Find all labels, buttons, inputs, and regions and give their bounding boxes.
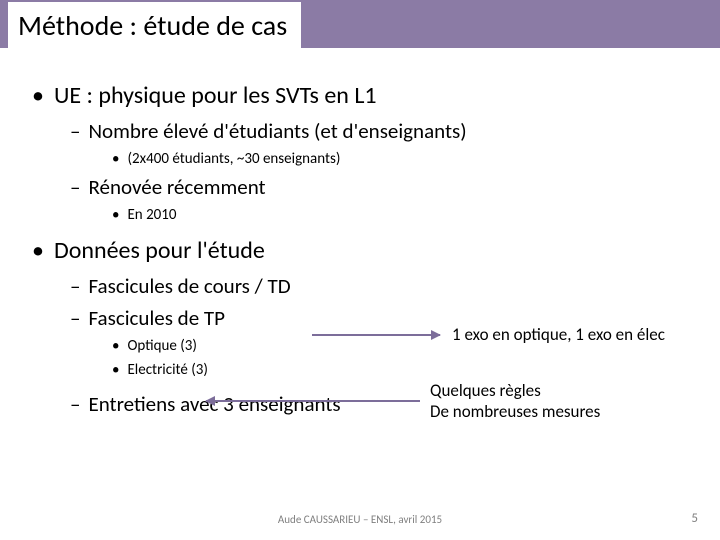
bullet-fasc-td-text: Fascicules de cours / TD xyxy=(88,273,290,299)
side-regles-line2: De nombreuses mesures xyxy=(430,401,600,422)
bullet-fasc-td: –Fascicules de cours / TD xyxy=(20,273,700,299)
bullet-renovated-detail-text: En 2010 xyxy=(127,206,176,224)
bullet-electricite: •Electricité (3) xyxy=(20,361,700,379)
bullet-students-detail-text: (2x400 étudiants, ~30 enseignants) xyxy=(127,150,340,168)
side-regles: Quelques règles De nombreuses mesures xyxy=(430,380,600,423)
bullet-data: •Données pour l'étude xyxy=(20,236,700,265)
bullet-ue-text: UE : physique pour les SVTs en L1 xyxy=(54,81,377,110)
arrow-to-exo xyxy=(312,334,440,336)
bullet-electricite-text: Electricité (3) xyxy=(127,361,207,379)
slide-footer: Aude CAUSSARIEU – ENSL, avril 2015 xyxy=(0,513,720,526)
title-bar: Méthode : étude de cas xyxy=(0,0,720,49)
bullet-students-detail: •(2x400 étudiants, ~30 enseignants) xyxy=(20,150,700,168)
slide-title: Méthode : étude de cas xyxy=(8,2,301,49)
arrow-to-regles xyxy=(206,400,420,402)
bullet-students: –Nombre élevé d'étudiants (et d'enseigna… xyxy=(20,118,700,144)
bullet-students-text: Nombre élevé d'étudiants (et d'enseignan… xyxy=(88,118,466,144)
slide-content: •UE : physique pour les SVTs en L1 –Nomb… xyxy=(0,49,720,417)
bullet-data-text: Données pour l'étude xyxy=(54,236,265,265)
bullet-renovated-text: Rénovée récemment xyxy=(88,174,265,200)
bullet-fasc-tp-text: Fascicules de TP xyxy=(88,305,225,331)
bullet-optique-text: Optique (3) xyxy=(127,337,196,355)
page-number: 5 xyxy=(691,511,698,526)
side-exo-text: 1 exo en optique, 1 exo en élec xyxy=(452,324,665,345)
side-regles-line1: Quelques règles xyxy=(430,380,541,401)
bullet-renovated: –Rénovée récemment xyxy=(20,174,700,200)
bullet-ue: •UE : physique pour les SVTs en L1 xyxy=(20,81,700,110)
bullet-renovated-detail: •En 2010 xyxy=(20,206,700,224)
